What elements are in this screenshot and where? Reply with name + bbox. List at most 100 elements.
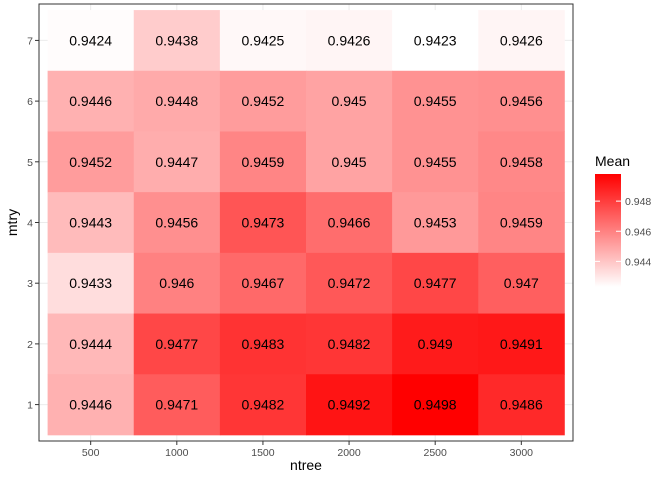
heatmap-tile [219, 313, 307, 375]
cell-value-label: 0.9453 [414, 215, 457, 231]
cell-value-label: 0.9426 [328, 32, 371, 48]
cell-value-label: 0.945 [332, 93, 367, 109]
cell-value-label: 0.9452 [69, 154, 112, 170]
x-tick-label: 500 [82, 447, 100, 459]
x-axis-title: ntree [290, 457, 322, 473]
cell-value-label: 0.947 [504, 275, 539, 291]
cell-value-label: 0.9471 [155, 397, 198, 413]
heatmap-tile [219, 131, 307, 193]
cell-value-label: 0.9455 [414, 93, 457, 109]
x-tick-label: 2500 [424, 447, 448, 459]
cell-value-label: 0.9477 [414, 275, 457, 291]
heatmap-tile [133, 252, 221, 314]
heatmap-tile [306, 192, 393, 254]
heatmap-tile [306, 10, 393, 72]
cell-value-label: 0.9477 [155, 336, 198, 352]
heatmap-tile [478, 252, 565, 314]
heatmap-tile [392, 192, 479, 254]
heatmap-tile [219, 10, 307, 72]
cell-labels: 0.9424 0.9438 0.9425 0.9426 0.9423 0.9426 0.94… [69, 32, 543, 412]
cell-value-label: 0.9456 [500, 93, 543, 109]
cell-value-label: 0.9472 [328, 275, 371, 291]
cell-value-label: 0.9486 [500, 397, 543, 413]
cell-value-label: 0.9458 [500, 154, 543, 170]
heatmap-tile [219, 70, 307, 132]
heatmap-tile [306, 252, 393, 314]
y-tick-label: 1 [27, 400, 33, 412]
cell-value-label: 0.9492 [328, 397, 371, 413]
heatmap-tiles [47, 10, 565, 436]
heatmap-tile [478, 131, 565, 193]
cell-value-label: 0.949 [418, 336, 453, 352]
cell-value-label: 0.9425 [242, 32, 285, 48]
y-tick-label: 5 [27, 157, 33, 169]
y-axis-title: mtry [4, 209, 20, 236]
cell-value-label: 0.9483 [242, 336, 285, 352]
cell-value-label: 0.9455 [414, 154, 457, 170]
cell-value-label: 0.9433 [69, 275, 112, 291]
cell-value-label: 0.945 [332, 154, 367, 170]
x-tick-label: 1500 [251, 447, 275, 459]
cell-value-label: 0.9459 [242, 154, 285, 170]
cell-value-label: 0.9467 [242, 275, 285, 291]
heatmap-tile [47, 10, 135, 72]
heatmap-tile [392, 252, 479, 314]
legend-tick-label: 0.948 [625, 196, 651, 208]
x-tick-label: 1000 [165, 447, 189, 459]
cell-value-label: 0.9447 [155, 154, 198, 170]
cell-value-label: 0.9426 [500, 32, 543, 48]
cell-value-label: 0.9446 [69, 397, 112, 413]
heatmap-tile [392, 313, 479, 375]
cell-value-label: 0.9443 [69, 215, 112, 231]
legend-tick-label: 0.944 [625, 256, 651, 268]
heatmap-tile [133, 192, 221, 254]
heatmap-tile [306, 374, 393, 436]
heatmap-tile [478, 70, 565, 132]
cell-value-label: 0.9452 [242, 93, 285, 109]
heatmap-tile [133, 131, 221, 193]
heatmap-tile [133, 313, 221, 375]
heatmap-tile [392, 10, 479, 72]
cell-value-label: 0.9424 [69, 32, 112, 48]
y-tick-label: 2 [27, 339, 33, 351]
heatmap-tile [478, 313, 565, 375]
y-tick-label: 6 [27, 96, 33, 108]
cell-value-label: 0.9446 [69, 93, 112, 109]
legend-tick-label: 0.946 [625, 226, 651, 238]
heatmap-tile [392, 374, 479, 436]
heatmap-tile [219, 192, 307, 254]
cell-value-label: 0.9498 [414, 397, 457, 413]
heatmap-tile [306, 131, 393, 193]
heatmap-tile [306, 313, 393, 375]
cell-value-label: 0.9482 [328, 336, 371, 352]
x-tick-label: 3000 [510, 447, 534, 459]
heatmap-tile [478, 10, 565, 72]
heatmap-tile [47, 131, 135, 193]
x-axis: 500 1000 1500 2000 2500 3000 [82, 441, 533, 459]
cell-value-label: 0.9466 [328, 215, 371, 231]
cell-value-label: 0.9473 [242, 215, 285, 231]
heatmap-tile [219, 252, 307, 314]
heatmap-tile [133, 70, 221, 132]
heatmap-tile [47, 374, 135, 436]
cell-value-label: 0.9444 [69, 336, 112, 352]
legend-title: Mean [595, 153, 630, 169]
legend: Mean 0.944 0.946 0.948 [595, 153, 651, 287]
heatmap-tile [133, 374, 221, 436]
heatmap-tile [47, 192, 135, 254]
heatmap-tile [47, 252, 135, 314]
cell-value-label: 0.9456 [155, 215, 198, 231]
y-tick-label: 7 [27, 35, 33, 47]
y-tick-label: 3 [27, 278, 33, 290]
heatmap-tile [306, 70, 393, 132]
cell-value-label: 0.9491 [500, 336, 543, 352]
heatmap-tile [133, 10, 221, 72]
y-tick-label: 4 [27, 218, 33, 230]
cell-value-label: 0.946 [159, 275, 194, 291]
x-tick-label: 2000 [337, 447, 361, 459]
heatmap-tile [47, 70, 135, 132]
cell-value-label: 0.9438 [155, 32, 198, 48]
heatmap-tile [478, 374, 565, 436]
legend-colorbar [595, 174, 621, 287]
